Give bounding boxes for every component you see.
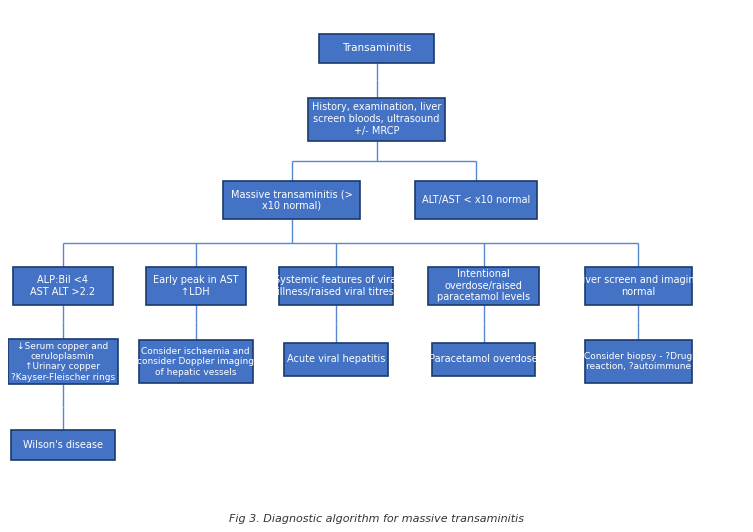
- FancyBboxPatch shape: [585, 267, 692, 305]
- Text: Consider ischaemia and
consider Doppler imaging
of hepatic vessels: Consider ischaemia and consider Doppler …: [137, 347, 255, 377]
- FancyBboxPatch shape: [431, 343, 535, 376]
- FancyBboxPatch shape: [428, 267, 539, 305]
- Text: Liver screen and imaging
normal: Liver screen and imaging normal: [577, 275, 700, 297]
- FancyBboxPatch shape: [146, 267, 245, 305]
- FancyBboxPatch shape: [8, 339, 118, 384]
- FancyBboxPatch shape: [224, 181, 360, 219]
- FancyBboxPatch shape: [11, 430, 114, 460]
- FancyBboxPatch shape: [319, 34, 434, 63]
- FancyBboxPatch shape: [308, 97, 445, 140]
- Text: ALT/AST < x10 normal: ALT/AST < x10 normal: [422, 195, 530, 205]
- FancyBboxPatch shape: [284, 343, 388, 376]
- FancyBboxPatch shape: [139, 340, 253, 383]
- Text: History, examination, liver
screen bloods, ultrasound
+/- MRCP: History, examination, liver screen blood…: [312, 103, 441, 136]
- FancyBboxPatch shape: [585, 340, 692, 383]
- Text: Consider biopsy - ?Drug
reaction, ?autoimmune: Consider biopsy - ?Drug reaction, ?autoi…: [584, 352, 693, 371]
- Text: Transaminitis: Transaminitis: [342, 43, 411, 53]
- Text: Wilson's disease: Wilson's disease: [23, 440, 103, 450]
- Text: Fig 3. Diagnostic algorithm for massive transaminitis: Fig 3. Diagnostic algorithm for massive …: [229, 514, 524, 524]
- Text: Systemic features of viral
illness/raised viral titres: Systemic features of viral illness/raise…: [273, 275, 398, 297]
- Text: Intentional
overdose/raised
paracetamol levels: Intentional overdose/raised paracetamol …: [437, 269, 530, 302]
- Text: ALP:Bil <4
AST ALT >2.2: ALP:Bil <4 AST ALT >2.2: [30, 275, 96, 297]
- Text: Early peak in AST
↑LDH: Early peak in AST ↑LDH: [153, 275, 239, 297]
- Text: Paracetamol overdose: Paracetamol overdose: [429, 354, 538, 364]
- FancyBboxPatch shape: [13, 267, 113, 305]
- Text: ↓Serum copper and
ceruloplasmin
↑Urinary copper
?Kayser-Fleischer rings: ↓Serum copper and ceruloplasmin ↑Urinary…: [11, 342, 115, 382]
- Text: Acute viral hepatitis: Acute viral hepatitis: [287, 354, 385, 364]
- Text: Massive transaminitis (>
x10 normal): Massive transaminitis (> x10 normal): [230, 189, 352, 211]
- FancyBboxPatch shape: [279, 267, 393, 305]
- FancyBboxPatch shape: [415, 181, 537, 219]
